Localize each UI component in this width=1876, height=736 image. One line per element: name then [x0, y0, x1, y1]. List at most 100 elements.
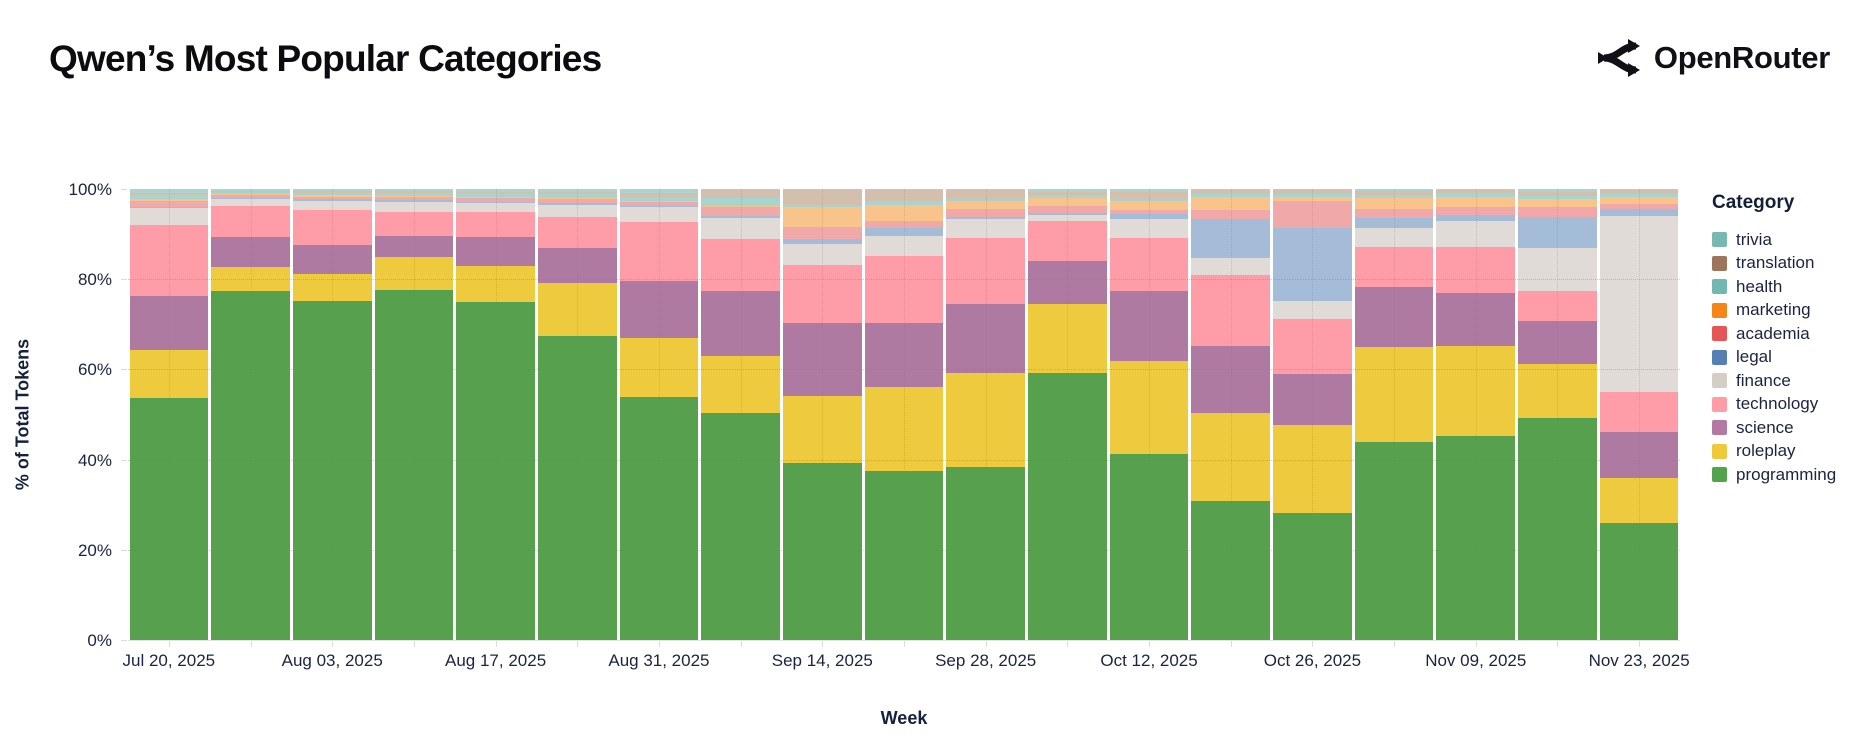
bar-segment-roleplay[interactable]: [456, 266, 535, 302]
bar-segment-legal[interactable]: [292, 199, 372, 201]
bar-segment-legal[interactable]: [1354, 218, 1434, 229]
bar-segment-legal[interactable]: [1599, 208, 1679, 216]
bar-segment-roleplay[interactable]: [537, 283, 617, 337]
bar-segment-health[interactable]: [1354, 195, 1434, 198]
stacked-bar-week-Oct 19, 2025[interactable]: [1191, 189, 1271, 640]
bar-segment-health[interactable]: [129, 194, 209, 199]
bar-segment-finance[interactable]: [537, 204, 617, 217]
bar-segment-programming[interactable]: [946, 466, 1025, 640]
stacked-bar-week-Aug 31, 2025[interactable]: [619, 189, 699, 640]
bar-segment-science[interactable]: [129, 295, 209, 351]
bar-segment-science[interactable]: [701, 290, 780, 356]
bar-segment-translation[interactable]: [374, 191, 454, 194]
bar-segment-programming[interactable]: [1599, 523, 1679, 640]
bar-segment-programming[interactable]: [701, 413, 780, 640]
bar-segment-translation[interactable]: [456, 191, 535, 194]
bar-segment-trivia[interactable]: [1518, 189, 1597, 192]
bar-segment-health[interactable]: [701, 198, 780, 207]
bar-segment-health[interactable]: [1518, 196, 1597, 199]
stacked-bar-week-Oct 26, 2025[interactable]: [1273, 189, 1352, 640]
bar-segment-trivia[interactable]: [1028, 189, 1107, 192]
bar-segment-finance[interactable]: [292, 200, 372, 211]
bar-segment-roleplay[interactable]: [292, 274, 372, 301]
bar-segment-health[interactable]: [619, 197, 699, 201]
bar-segment-trivia[interactable]: [782, 189, 862, 190]
bar-segment-programming[interactable]: [456, 301, 535, 640]
bar-segment-marketing[interactable]: [1273, 196, 1352, 201]
bar-segment-academia[interactable]: [782, 226, 862, 240]
bar-segment-science[interactable]: [946, 304, 1025, 374]
bar-segment-academia[interactable]: [1518, 207, 1597, 217]
bar-segment-translation[interactable]: [1436, 189, 1516, 193]
bar-segment-roleplay[interactable]: [1273, 424, 1352, 514]
bar-segment-roleplay[interactable]: [1191, 412, 1271, 501]
bar-segment-legal[interactable]: [1191, 218, 1271, 258]
bar-segment-programming[interactable]: [1109, 454, 1189, 640]
stacked-bar-week-Aug 10, 2025[interactable]: [374, 189, 454, 640]
bar-segment-academia[interactable]: [946, 208, 1025, 217]
bar-segment-science[interactable]: [1436, 292, 1516, 346]
bar-segment-programming[interactable]: [211, 290, 290, 640]
bar-segment-technology[interactable]: [619, 222, 699, 281]
bar-segment-programming[interactable]: [1028, 372, 1107, 640]
bar-segment-academia[interactable]: [292, 196, 372, 200]
bar-segment-legal[interactable]: [864, 227, 944, 237]
bar-segment-science[interactable]: [211, 237, 290, 267]
bar-segment-roleplay[interactable]: [701, 355, 780, 414]
bar-segment-trivia[interactable]: [374, 189, 454, 192]
bar-segment-technology[interactable]: [1028, 220, 1107, 261]
stacked-bar-week-Oct 05, 2025[interactable]: [1028, 189, 1107, 640]
bar-segment-finance[interactable]: [1109, 218, 1189, 238]
bar-segment-programming[interactable]: [1436, 436, 1516, 640]
bar-segment-translation[interactable]: [1354, 190, 1434, 196]
bar-segment-technology[interactable]: [701, 239, 780, 291]
bar-segment-science[interactable]: [1599, 431, 1679, 479]
bar-segment-health[interactable]: [211, 192, 290, 195]
bar-segment-legal[interactable]: [782, 239, 862, 244]
bar-segment-technology[interactable]: [1518, 290, 1597, 321]
bar-segment-science[interactable]: [619, 280, 699, 339]
bar-segment-roleplay[interactable]: [129, 350, 209, 399]
bar-segment-finance[interactable]: [129, 208, 209, 226]
bar-segment-academia[interactable]: [211, 195, 290, 198]
bar-segment-translation[interactable]: [1518, 191, 1597, 197]
bar-segment-marketing[interactable]: [946, 200, 1025, 209]
bar-segment-academia[interactable]: [619, 202, 699, 206]
bar-segment-trivia[interactable]: [1599, 189, 1679, 191]
bar-segment-science[interactable]: [537, 248, 617, 284]
bar-segment-roleplay[interactable]: [1028, 304, 1107, 373]
bar-segment-marketing[interactable]: [211, 194, 290, 196]
bar-segment-academia[interactable]: [864, 220, 944, 228]
bar-segment-academia[interactable]: [1354, 209, 1434, 219]
stacked-bar-week-Sep 07, 2025[interactable]: [701, 189, 780, 640]
bar-segment-legal[interactable]: [619, 205, 699, 208]
bar-segment-marketing[interactable]: [1191, 197, 1271, 210]
stacked-bar-week-Aug 17, 2025[interactable]: [456, 189, 535, 640]
stacked-bar-week-Sep 21, 2025[interactable]: [864, 189, 944, 640]
bar-segment-legal[interactable]: [1109, 214, 1189, 219]
bar-segment-programming[interactable]: [1273, 513, 1352, 640]
bar-segment-technology[interactable]: [211, 205, 290, 238]
bar-segment-health[interactable]: [946, 198, 1025, 201]
bar-segment-programming[interactable]: [782, 463, 862, 640]
bar-segment-marketing[interactable]: [701, 206, 780, 208]
stacked-bar-week-Nov 02, 2025[interactable]: [1354, 189, 1434, 640]
bar-segment-health[interactable]: [1109, 198, 1189, 201]
stacked-bar-week-Sep 28, 2025[interactable]: [946, 189, 1025, 640]
bar-segment-translation[interactable]: [292, 191, 372, 193]
bar-segment-marketing[interactable]: [292, 195, 372, 197]
bar-segment-technology[interactable]: [1354, 246, 1434, 288]
bar-segment-finance[interactable]: [456, 203, 535, 212]
bar-segment-science[interactable]: [782, 322, 862, 397]
bar-segment-academia[interactable]: [374, 197, 454, 201]
bar-segment-legal[interactable]: [1518, 216, 1597, 249]
bar-segment-health[interactable]: [292, 192, 372, 196]
stacked-bar-week-Jul 27, 2025[interactable]: [211, 189, 290, 640]
bar-segment-finance[interactable]: [374, 201, 454, 212]
bar-segment-health[interactable]: [782, 204, 862, 208]
bar-segment-finance[interactable]: [864, 236, 944, 257]
bar-segment-roleplay[interactable]: [619, 338, 699, 398]
bar-segment-academia[interactable]: [701, 207, 780, 216]
bar-segment-trivia[interactable]: [1273, 189, 1352, 191]
bar-segment-technology[interactable]: [864, 256, 944, 323]
